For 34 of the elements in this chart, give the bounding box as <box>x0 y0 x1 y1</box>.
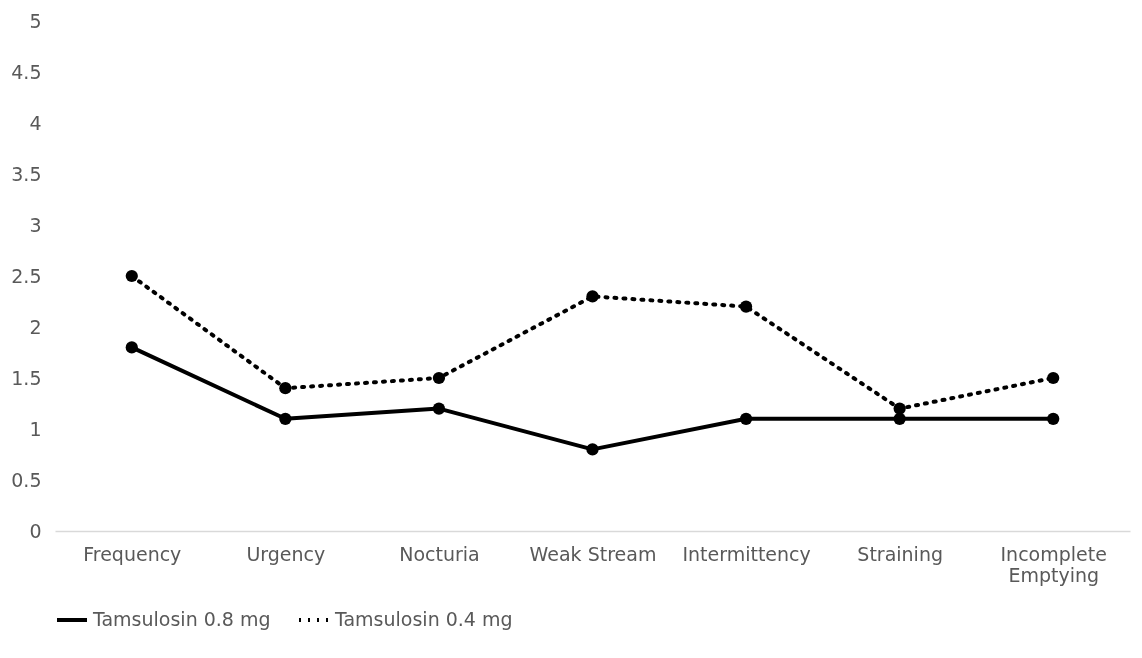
y-tick-label: 2.5 <box>11 264 42 287</box>
x-tick-label: Nocturia <box>399 542 480 565</box>
point <box>279 412 292 425</box>
point <box>1047 371 1060 385</box>
point <box>893 402 906 415</box>
point <box>125 269 138 283</box>
point <box>125 341 138 354</box>
legend-label: Tamsulosin 0.8 mg <box>92 608 271 630</box>
point <box>279 382 292 395</box>
point <box>739 412 753 425</box>
y-tick-label: 1 <box>29 417 42 440</box>
point <box>893 412 906 425</box>
x-tick-label: Urgency <box>246 542 326 565</box>
point <box>739 300 753 313</box>
x-tick-label: Incomplete Emptying <box>1000 542 1107 586</box>
y-tick-label: 0 <box>29 519 42 542</box>
point <box>432 402 446 415</box>
y-tick-label: 3 <box>29 213 42 236</box>
y-tick-label: 0.5 <box>11 468 42 491</box>
y-tick-label: 5 <box>29 9 42 32</box>
x-tick-label: Straining <box>857 542 943 565</box>
point <box>586 290 599 303</box>
y-tick-label: 4 <box>29 111 42 134</box>
point <box>1047 412 1060 425</box>
point <box>432 371 446 385</box>
x-tick-label: Weak Stream <box>529 542 657 565</box>
x-tick-label: Intermittency <box>682 542 811 565</box>
x-tick-label: Frequency <box>83 542 182 565</box>
point <box>586 443 599 456</box>
legend-label: Tamsulosin 0.4 mg <box>334 608 513 630</box>
y-tick-label: 2 <box>29 315 42 338</box>
y-tick-label: 1.5 <box>11 366 42 389</box>
y-tick-label: 3.5 <box>11 162 42 185</box>
y-tick-label: 4.5 <box>11 60 42 83</box>
